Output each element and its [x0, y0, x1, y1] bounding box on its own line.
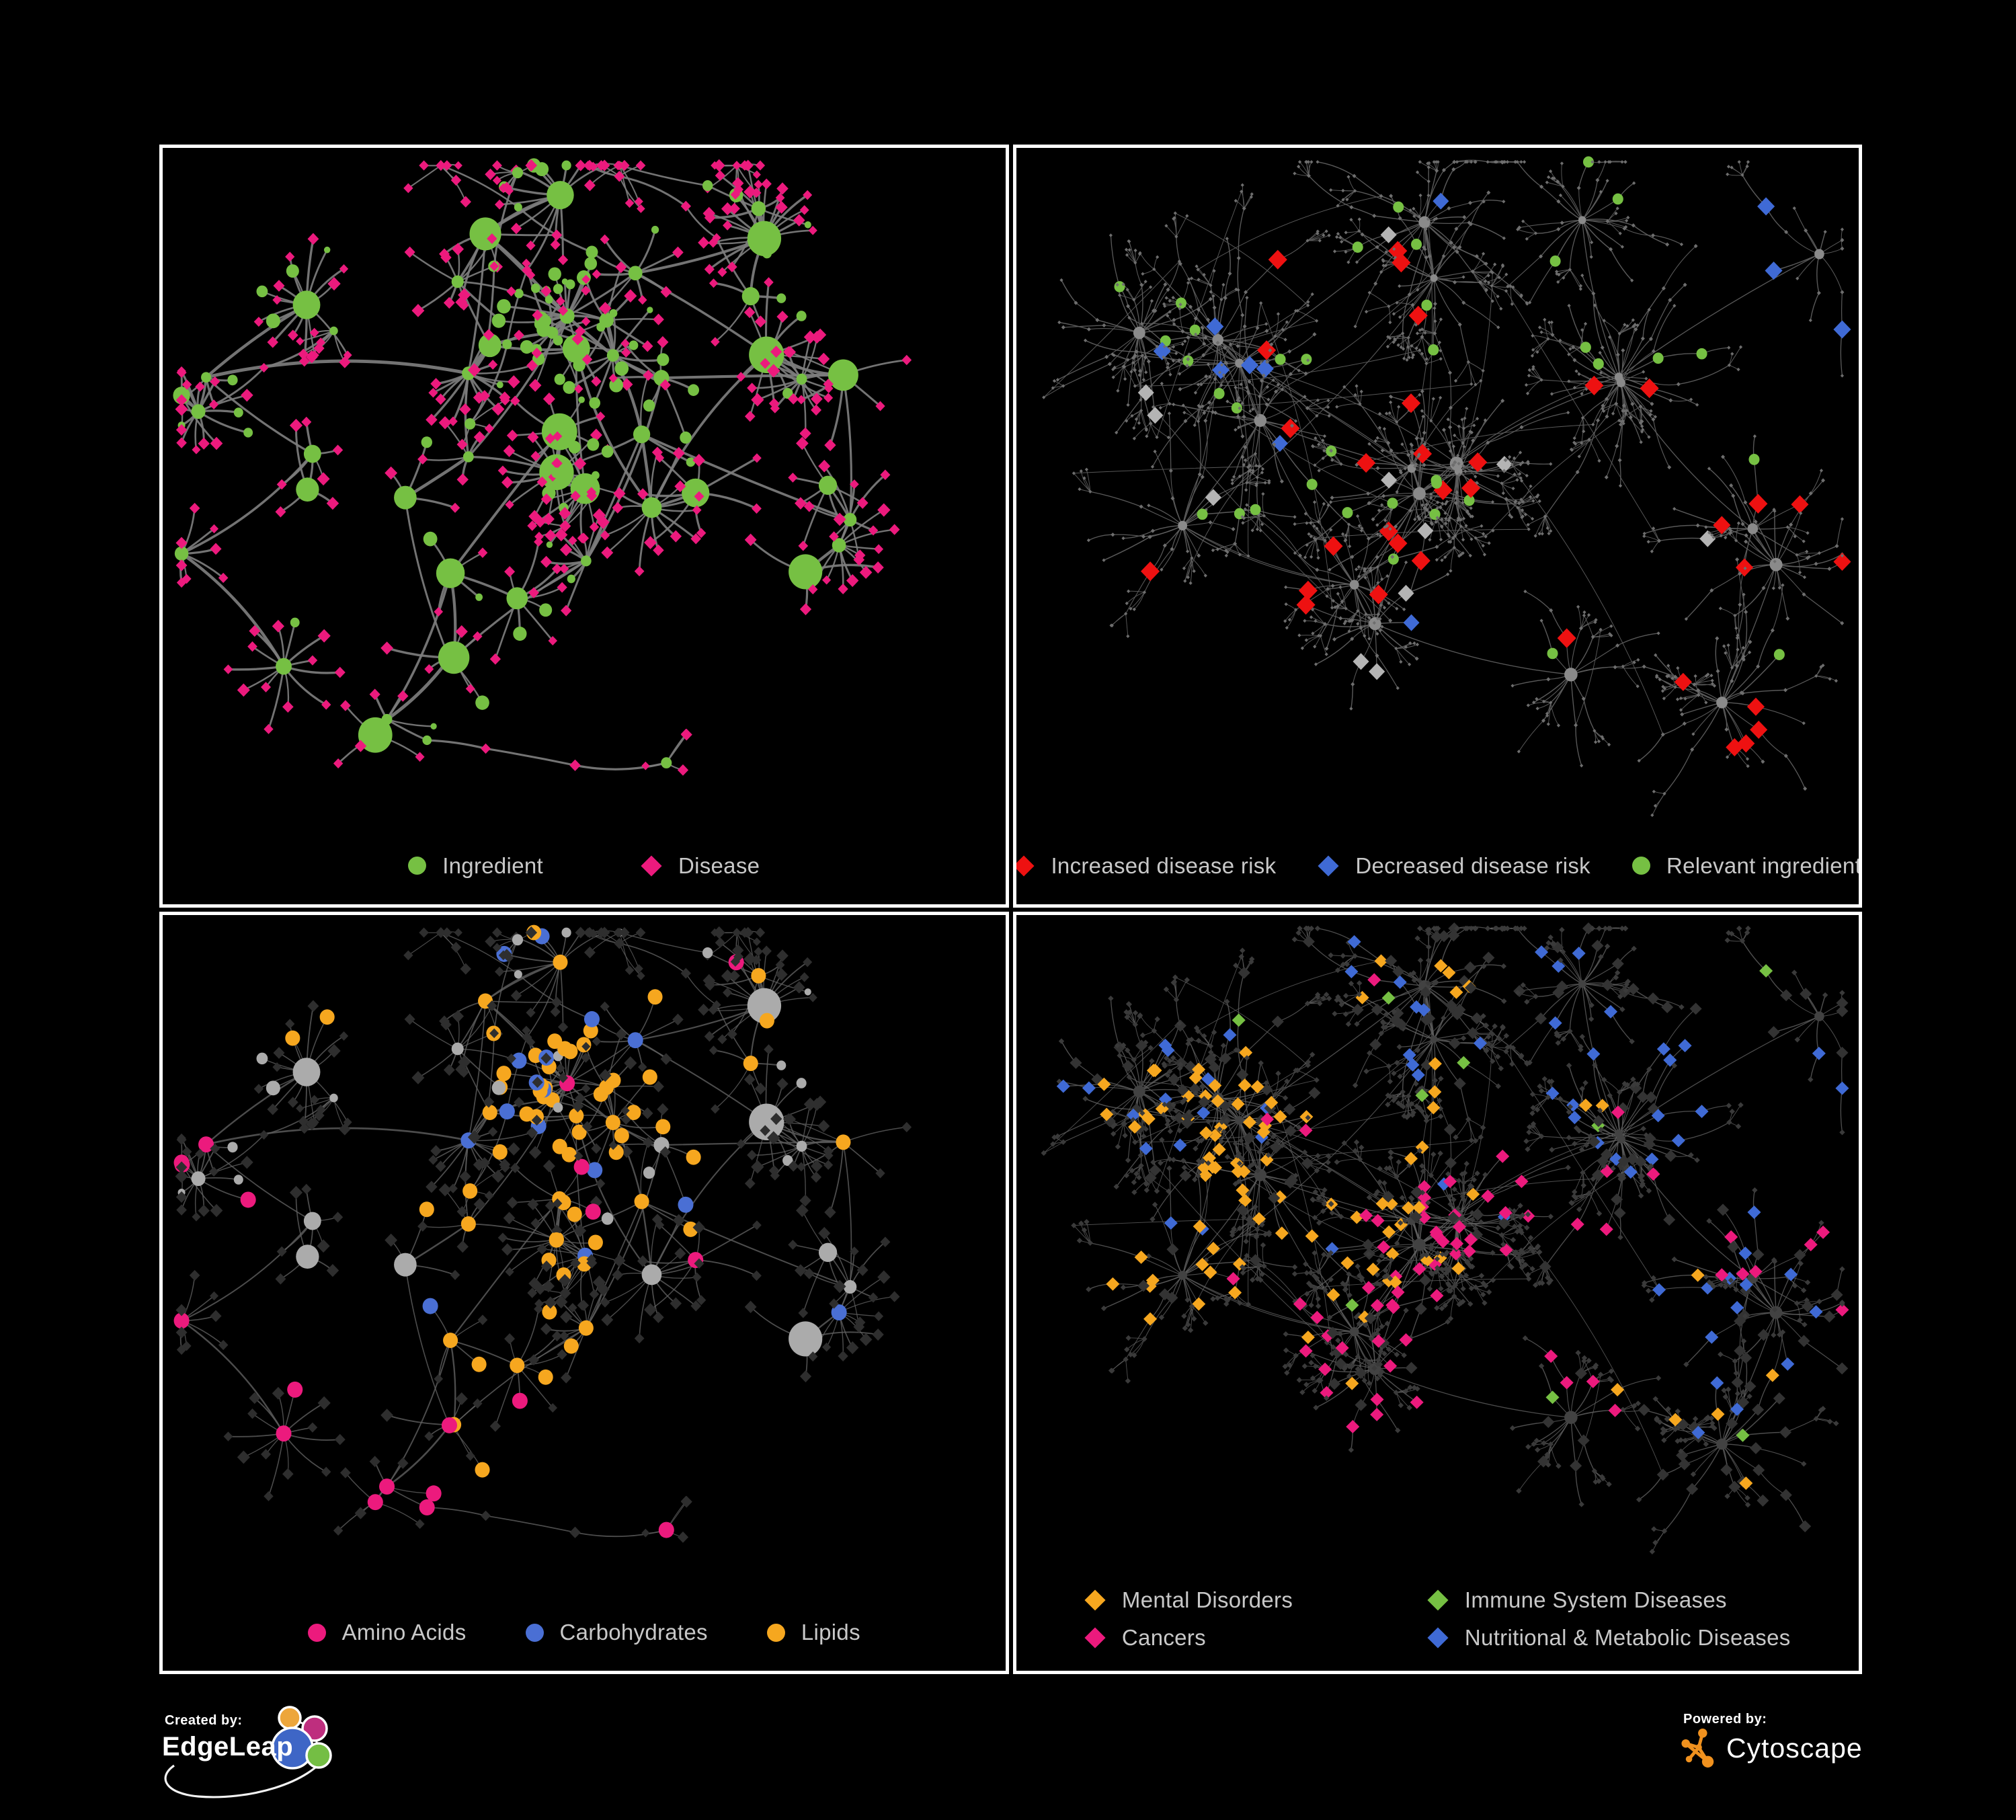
legend-label: Decreased disease risk [1355, 853, 1590, 878]
created-by-block: Created by: EdgeLeap [159, 1702, 469, 1817]
legend-ingredient-disease: Ingredient Disease [163, 849, 1006, 904]
cytoscape-brand-text: Cytoscape [1726, 1732, 1863, 1764]
panel-grid: Ingredient Disease Increased disease risk… [159, 145, 1862, 1674]
legend-label: Relevant ingredient [1666, 853, 1862, 878]
panel-nutrient-class-network: Amino Acids Carbohydrates Lipids [159, 911, 1009, 1674]
created-by-label: Created by: [165, 1713, 243, 1728]
legend-item: Lipids [766, 1620, 860, 1645]
panel-ingredient-disease-network: Ingredient Disease [159, 145, 1009, 908]
legend-label: Mental Disorders [1121, 1587, 1293, 1612]
legend-label: Amino Acids [341, 1620, 467, 1645]
legend-item: Decreased disease risk [1318, 853, 1590, 879]
legend-item: Disease [641, 853, 760, 879]
diamond-legend-marker [641, 855, 662, 877]
diamond-legend-marker [1427, 1589, 1449, 1611]
diamond-legend-marker [1016, 855, 1035, 877]
diamond-legend-marker [1427, 1627, 1449, 1649]
panel-disease-risk-network: Increased disease risk Decreased disease … [1012, 145, 1862, 908]
legend-label: Nutritional & Metabolic Diseases [1464, 1625, 1791, 1650]
diamond-legend-marker [1084, 1589, 1106, 1611]
powered-by-block: Powered by: Cytoscape [1679, 1706, 1962, 1801]
diamond-legend-marker [1318, 855, 1339, 877]
legend-label: Lipids [801, 1620, 860, 1645]
legend-label: Ingredient [442, 853, 543, 878]
edgeleap-brand-text: EdgeLeap [162, 1732, 294, 1762]
legend-disease-risk: Increased disease risk Decreased disease … [1016, 849, 1859, 904]
legend-item: Cancers [1084, 1625, 1400, 1651]
legend-item: Increased disease risk [1016, 853, 1277, 879]
legend-item: Ingredient [408, 853, 543, 879]
panel-disease-class-network: Mental Disorders Immune System Diseases Ca… [1012, 911, 1862, 1674]
legend-label: Cancers [1121, 1625, 1206, 1650]
legend-label: Disease [678, 853, 760, 878]
legend-item: Immune System Diseases [1427, 1587, 1791, 1613]
legend-item: Relevant ingredient [1631, 853, 1862, 879]
nutrient-class-network-graph [173, 924, 912, 1543]
diamond-legend-marker [1084, 1627, 1106, 1649]
legend-item: Carbohydrates [525, 1620, 708, 1645]
disease-risk-network-graph [1041, 156, 1851, 818]
circle-legend-marker [408, 857, 427, 875]
cytoscape-logo-icon [1681, 1729, 1714, 1768]
ingredient-disease-network-graph [173, 158, 912, 776]
legend-item: Nutritional & Metabolic Diseases [1427, 1625, 1791, 1651]
legend-label: Immune System Diseases [1464, 1587, 1727, 1612]
disease-class-network-graph [1041, 922, 1849, 1554]
edgeleap-logo [164, 1706, 332, 1798]
powered-by-label: Powered by: [1683, 1712, 1767, 1727]
legend-disease-class: Mental Disorders Immune System Diseases Ca… [1016, 1583, 1859, 1671]
legend-label: Increased disease risk [1051, 853, 1277, 878]
legend-label: Carbohydrates [559, 1620, 708, 1645]
legend-nutrient-class: Amino Acids Carbohydrates Lipids [163, 1616, 1006, 1671]
circle-legend-marker [525, 1623, 544, 1642]
legend-item: Mental Disorders [1084, 1587, 1400, 1613]
legend-item: Amino Acids [307, 1620, 467, 1645]
circle-legend-marker [307, 1623, 326, 1642]
circle-legend-marker [766, 1623, 785, 1642]
circle-legend-marker [1631, 857, 1650, 875]
